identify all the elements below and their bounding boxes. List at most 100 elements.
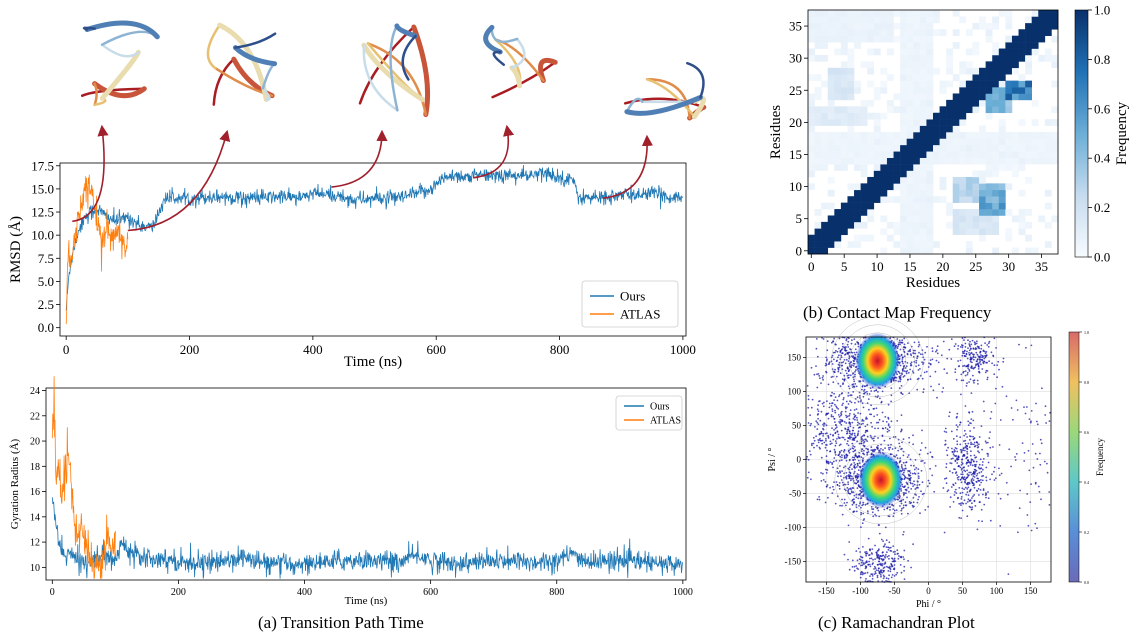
scatter-point <box>835 445 837 447</box>
contact-cell <box>1045 29 1052 36</box>
scatter-point <box>905 501 907 503</box>
contact-cell <box>966 138 973 145</box>
contact-cell <box>841 23 848 30</box>
contact-cell <box>972 190 979 197</box>
scatter-point <box>827 340 829 342</box>
scatter-point <box>850 488 852 490</box>
contact-cell <box>821 10 828 17</box>
scatter-point <box>984 342 986 344</box>
y-tick-label: 15 <box>789 147 802 162</box>
scatter-point <box>971 362 973 364</box>
contact-cell <box>1019 55 1026 62</box>
scatter-point <box>888 447 890 449</box>
contact-cell <box>1005 10 1012 17</box>
scatter-point <box>854 482 856 484</box>
scatter-point <box>991 473 993 475</box>
contact-cell <box>1032 16 1039 23</box>
scatter-point <box>841 499 843 501</box>
scatter-point <box>915 473 917 475</box>
scatter-point <box>870 566 872 568</box>
scatter-point <box>1040 498 1042 500</box>
scatter-point <box>907 560 909 562</box>
contact-cell <box>900 49 907 56</box>
contact-cell <box>834 23 841 30</box>
scatter-point <box>1048 491 1050 493</box>
scatter-point <box>922 481 924 483</box>
scatter-point <box>862 546 864 548</box>
scatter-point <box>976 343 978 345</box>
contact-cell <box>999 106 1006 113</box>
contact-cell <box>900 61 907 68</box>
scatter-point <box>945 466 947 468</box>
scatter-point <box>848 415 850 417</box>
scatter-point <box>841 414 843 416</box>
contact-cell <box>867 132 874 139</box>
scatter-point <box>1047 472 1049 474</box>
contact-cell <box>867 10 874 17</box>
scatter-point <box>1026 493 1028 495</box>
scatter-point <box>929 468 931 470</box>
scatter-point <box>899 457 901 459</box>
scatter-point <box>829 461 831 463</box>
scatter-point <box>1006 395 1008 397</box>
scatter-point <box>855 565 857 567</box>
contact-cell <box>808 183 815 190</box>
contact-cell <box>1032 132 1039 139</box>
contact-cell <box>1012 145 1019 152</box>
scatter-point <box>878 548 880 550</box>
scatter-point <box>853 379 855 381</box>
contact-cell <box>966 100 973 107</box>
contact-cell <box>926 16 933 23</box>
scatter-point <box>819 447 821 449</box>
scatter-point <box>973 494 975 496</box>
scatter-point <box>989 341 991 343</box>
contact-cell <box>907 55 914 62</box>
scatter-point <box>862 557 864 559</box>
contact-cell <box>847 29 854 36</box>
contact-cell <box>972 81 979 88</box>
contact-cell <box>959 87 966 94</box>
contact-cell <box>861 61 868 68</box>
contact-cell <box>847 106 854 113</box>
contact-cell <box>1005 164 1012 171</box>
scatter-point <box>826 400 828 402</box>
scatter-point <box>850 478 852 480</box>
contact-cell <box>1038 23 1045 30</box>
scatter-point <box>888 430 890 432</box>
contact-cell <box>992 49 999 56</box>
x-tick-label: 35 <box>1035 259 1048 274</box>
scatter-point <box>956 416 958 418</box>
scatter-point <box>969 500 971 502</box>
scatter-point <box>946 450 948 452</box>
contact-cell <box>854 29 861 36</box>
scatter-point <box>826 472 828 474</box>
scatter-point <box>975 471 977 473</box>
scatter-point <box>983 458 985 460</box>
scatter-point <box>841 365 843 367</box>
contact-cell <box>900 42 907 49</box>
scatter-point <box>878 561 880 563</box>
scatter-point <box>833 481 835 483</box>
scatter-point <box>988 360 990 362</box>
y-tick-label: 7.5 <box>38 251 54 266</box>
contact-cell <box>887 158 894 165</box>
scatter-point <box>970 348 972 350</box>
contact-cell <box>841 138 848 145</box>
contact-cell <box>834 145 841 152</box>
scatter-point <box>860 495 862 497</box>
scatter-point <box>853 361 855 363</box>
scatter-point <box>844 457 846 459</box>
scatter-point <box>814 374 816 376</box>
contact-cell <box>861 113 868 120</box>
contact-cell <box>926 49 933 56</box>
contact-cell <box>933 119 940 126</box>
scatter-point <box>962 473 964 475</box>
contact-cell <box>913 158 920 165</box>
scatter-point <box>930 359 932 361</box>
contact-cell <box>986 100 993 107</box>
scatter-point <box>913 501 915 503</box>
contact-cell <box>966 29 973 36</box>
scatter-point <box>903 570 905 572</box>
scatter-point <box>905 489 907 491</box>
scatter-point <box>845 408 847 410</box>
